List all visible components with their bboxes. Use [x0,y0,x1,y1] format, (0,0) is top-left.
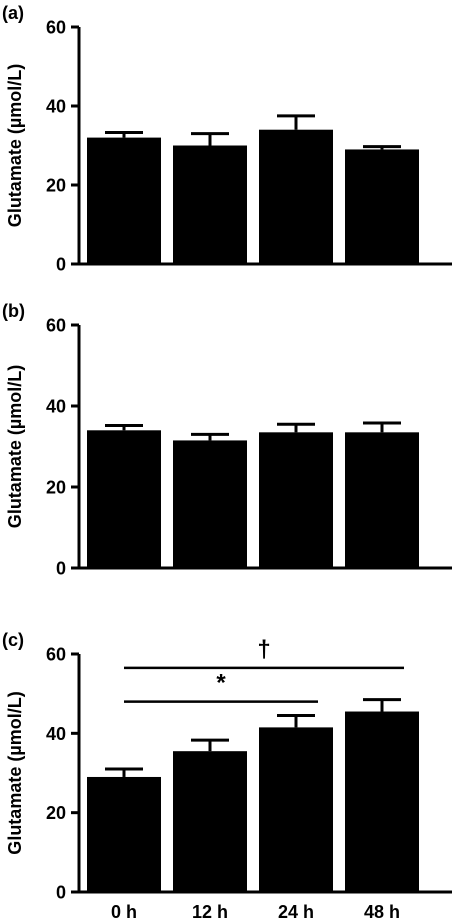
bar [259,129,333,264]
bar [173,751,247,892]
bar [345,432,419,568]
bar [345,711,419,892]
y-tick-label: 0 [56,559,66,579]
y-axis-label: Glutamate (µmol/L) [5,365,25,528]
bar [259,432,333,568]
y-tick-label: 20 [46,478,66,498]
bar [87,137,161,264]
significance-label: * [216,670,226,697]
y-tick-label: 40 [46,724,66,744]
y-tick-label: 60 [46,645,66,665]
y-tick-label: 40 [46,97,66,117]
significance-label: † [257,636,270,663]
chart-panel-3: (c) 0 20 40 60 Glutamate (µmol/L) 0 h 12 h 24 h 4… [2,630,452,922]
y-tick-label: 20 [46,803,66,823]
y-tick-label: 60 [46,316,66,336]
bar [173,145,247,264]
panel-label: (b) [2,301,25,321]
y-tick-label: 40 [46,397,66,417]
x-tick-label: 0 h [111,902,137,922]
panel-label: (c) [2,630,24,650]
bar [345,149,419,264]
bar [259,727,333,892]
x-tick-label: 12 h [192,902,228,922]
y-axis-label: Glutamate (µmol/L) [5,64,25,227]
chart-panel-1: (a) 0 20 40 60 Glutamate (µmol/L) [2,3,452,275]
bar [87,430,161,568]
panel-label: (a) [2,3,24,23]
x-tick-label: 48 h [364,902,400,922]
y-tick-label: 60 [46,18,66,38]
bar [87,776,161,892]
x-tick-label: 24 h [278,902,314,922]
chart-panel-2: (b) 0 20 40 60 Glutamate (µmol/L) [2,301,452,579]
y-tick-label: 0 [56,883,66,903]
y-tick-label: 0 [56,255,66,275]
y-axis-label: Glutamate (µmol/L) [5,691,25,854]
y-tick-label: 20 [46,176,66,196]
bar [173,440,247,568]
